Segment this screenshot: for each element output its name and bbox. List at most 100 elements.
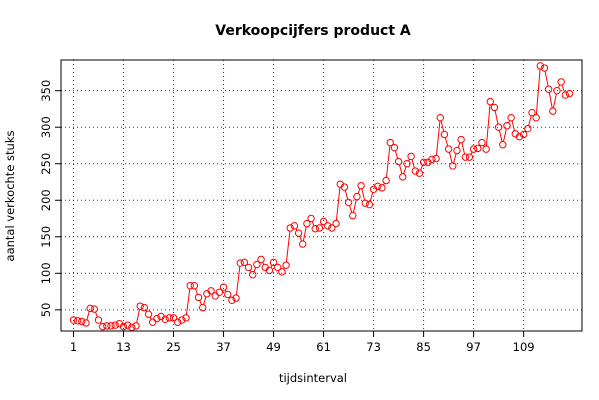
data-point [199, 303, 207, 312]
data-point [332, 219, 340, 228]
data-point [174, 318, 182, 326]
data-point [503, 122, 511, 130]
data-point [328, 224, 336, 232]
data-point [411, 167, 419, 175]
data-point [69, 316, 78, 324]
data-point [215, 288, 224, 296]
data-point [161, 315, 169, 324]
data-point [290, 222, 299, 230]
data-point [140, 303, 149, 312]
data-point [494, 123, 503, 131]
data-point [103, 322, 111, 330]
data-point [524, 124, 532, 133]
y-axis-label: aantal verkochte stuks [3, 131, 17, 262]
data-point [432, 154, 440, 163]
data-point [136, 302, 144, 310]
series-segment [552, 93, 557, 109]
data-point [194, 293, 203, 302]
data-point [507, 114, 515, 122]
data-point [349, 211, 357, 220]
data-point [407, 152, 415, 161]
y-tick-label: 100 [39, 262, 53, 284]
data-point [315, 224, 324, 232]
y-tick-label: 50 [39, 302, 53, 317]
series-segment [385, 145, 391, 178]
series-segment [411, 159, 415, 169]
series-segment [461, 142, 466, 155]
data-point [565, 89, 574, 98]
data-point [190, 282, 199, 290]
series-segment [86, 311, 90, 321]
data-point [282, 261, 290, 269]
data-point [428, 155, 436, 164]
data-point [340, 183, 349, 191]
data-point [236, 259, 244, 267]
grid-lines [61, 60, 582, 331]
y-tick-label: 350 [39, 80, 53, 102]
data-point [557, 78, 565, 86]
series-segment [440, 120, 445, 132]
data-point [148, 318, 157, 326]
data-points [69, 62, 574, 332]
series-segment [95, 311, 98, 318]
data-point [299, 240, 307, 248]
data-point [374, 182, 382, 191]
series-segment [299, 235, 303, 242]
data-point [549, 107, 557, 115]
data-point [453, 146, 461, 155]
data-point [232, 294, 240, 302]
series-segment [194, 288, 198, 295]
series-segment [235, 266, 241, 296]
series-segment [199, 300, 202, 305]
data-point [449, 162, 457, 170]
series-segment [498, 130, 503, 142]
series-segment [185, 288, 191, 315]
x-tick-label: 37 [216, 340, 231, 354]
data-point [319, 217, 328, 226]
data-point [111, 321, 119, 329]
data-point [540, 64, 549, 72]
data-point [182, 314, 190, 322]
series-segment [311, 221, 315, 226]
series-segment [528, 115, 532, 126]
data-point [153, 314, 161, 323]
data-point [365, 200, 374, 209]
data-point [353, 192, 361, 201]
y-tick-label: 250 [39, 153, 53, 175]
data-point [207, 287, 215, 295]
series-segment [352, 199, 357, 213]
data-point [482, 145, 490, 153]
data-point [132, 322, 140, 330]
data-point [390, 143, 399, 152]
data-point [474, 144, 482, 153]
data-point [440, 130, 449, 139]
data-point [486, 97, 495, 106]
data-point [228, 296, 236, 305]
series-segment [453, 153, 457, 163]
data-point [324, 222, 332, 230]
data-point [269, 258, 278, 267]
data-point [257, 255, 265, 264]
x-tick-label: 25 [166, 340, 181, 354]
series-segment [335, 187, 341, 221]
data-point [165, 314, 174, 322]
data-point [119, 322, 128, 331]
data-point [278, 268, 286, 276]
series-segment [302, 226, 307, 242]
data-point [144, 310, 153, 318]
series-segment [285, 231, 291, 263]
data-point [561, 91, 570, 99]
series-segment [136, 309, 141, 323]
series-segment [369, 192, 374, 202]
data-point [344, 198, 353, 207]
data-point [436, 114, 444, 122]
series-segment [557, 84, 561, 89]
series-segment [394, 150, 399, 159]
series-segment [203, 296, 207, 305]
series-segment [420, 165, 423, 171]
data-point [253, 260, 261, 269]
data-point [240, 258, 249, 267]
data-point [73, 317, 82, 325]
data-point [444, 145, 453, 153]
